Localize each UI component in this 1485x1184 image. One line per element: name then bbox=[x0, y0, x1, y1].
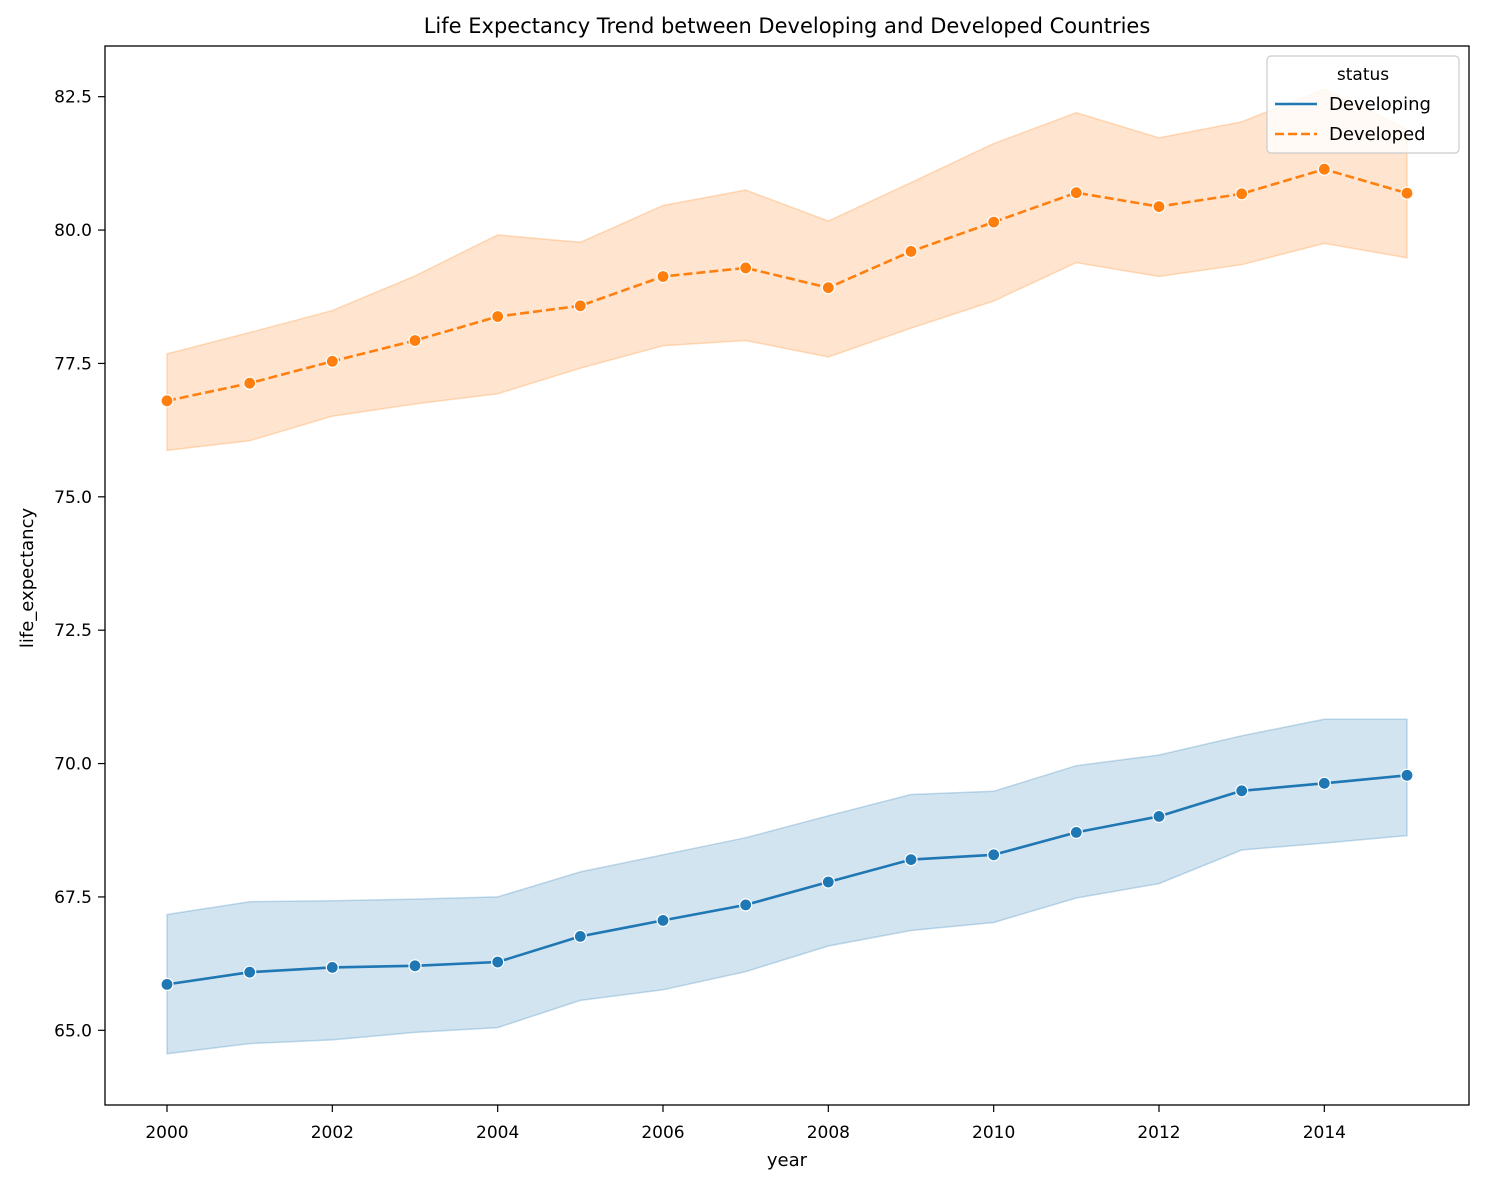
data-point-developing-2007 bbox=[739, 898, 753, 912]
data-point-developing-2006 bbox=[656, 913, 670, 928]
data-point-developing-2015 bbox=[1400, 768, 1414, 782]
x-tick-label: 2014 bbox=[1303, 1123, 1346, 1143]
data-point-developed-2002 bbox=[325, 354, 339, 368]
series-markers bbox=[160, 162, 1414, 992]
data-point-developing-2010 bbox=[987, 848, 1001, 862]
confidence-band-developing bbox=[166, 718, 1408, 1055]
y-axis-label: life_expectancy bbox=[17, 508, 38, 649]
x-tick-label: 2002 bbox=[311, 1123, 354, 1143]
data-point-developing-2012 bbox=[1152, 809, 1166, 824]
x-axis-ticks: 2000 2002 2004 2006 2008 2010 2012 2014 bbox=[145, 1105, 1346, 1143]
y-tick-label: 80.0 bbox=[54, 221, 92, 241]
plot-area-frame bbox=[104, 45, 1470, 1106]
x-tick-label: 2000 bbox=[145, 1123, 188, 1143]
data-point-developed-2009 bbox=[904, 244, 918, 258]
legend-title: status bbox=[1337, 65, 1389, 85]
confidence-band-developed bbox=[166, 88, 1408, 452]
y-tick-label: 75.0 bbox=[54, 488, 92, 508]
y-tick-label: 72.5 bbox=[54, 621, 92, 641]
y-tick-label: 77.5 bbox=[54, 354, 92, 374]
legend: status Developing Developed bbox=[1266, 55, 1460, 154]
data-point-developed-2008 bbox=[821, 281, 835, 295]
y-tick-label: 70.0 bbox=[54, 755, 92, 775]
data-point-developed-2010 bbox=[987, 215, 1001, 229]
data-point-developed-2014 bbox=[1317, 162, 1331, 176]
series-line-developed bbox=[166, 167, 1408, 403]
data-point-developed-2007 bbox=[739, 261, 753, 275]
data-point-developing-2002 bbox=[325, 960, 339, 975]
data-point-developing-2014 bbox=[1317, 776, 1331, 790]
data-point-developing-2008 bbox=[821, 875, 835, 889]
y-tick-label: 82.5 bbox=[54, 88, 92, 108]
y-tick-label: 65.0 bbox=[54, 1021, 92, 1041]
data-point-developed-2004 bbox=[491, 309, 505, 324]
data-point-developed-2003 bbox=[408, 333, 422, 348]
confidence-bands bbox=[166, 88, 1408, 1055]
data-point-developed-2005 bbox=[573, 299, 587, 313]
series-lines bbox=[166, 167, 1408, 986]
legend-label-developing: Developing bbox=[1329, 94, 1431, 115]
data-point-developing-2004 bbox=[491, 955, 505, 969]
data-point-developing-2000 bbox=[160, 977, 174, 992]
data-point-developing-2011 bbox=[1069, 825, 1083, 840]
x-tick-label: 2010 bbox=[972, 1123, 1015, 1143]
x-tick-label: 2012 bbox=[1137, 1123, 1180, 1143]
data-point-developed-2000 bbox=[160, 394, 174, 408]
x-tick-label: 2008 bbox=[807, 1123, 850, 1143]
y-axis-ticks: 65.0 67.5 70.0 72.5 75.0 77.5 80.0 82.5 bbox=[54, 88, 105, 1041]
data-point-developing-2013 bbox=[1235, 784, 1249, 798]
legend-label-developed: Developed bbox=[1329, 124, 1426, 145]
data-point-developing-2003 bbox=[408, 959, 422, 973]
data-point-developing-2005 bbox=[573, 929, 587, 944]
legend-box bbox=[1266, 55, 1460, 154]
y-tick-label: 67.5 bbox=[54, 888, 92, 908]
data-point-developed-2012 bbox=[1152, 200, 1166, 214]
data-point-developed-2001 bbox=[243, 376, 257, 390]
chart-title: Life Expectancy Trend between Developing… bbox=[424, 14, 1151, 38]
data-point-developed-2015 bbox=[1400, 186, 1414, 200]
data-point-developed-2011 bbox=[1069, 186, 1083, 200]
x-tick-label: 2004 bbox=[476, 1123, 519, 1143]
data-point-developing-2009 bbox=[904, 852, 918, 867]
x-tick-label: 2006 bbox=[641, 1123, 684, 1143]
series-line-developing bbox=[166, 774, 1408, 986]
data-point-developing-2001 bbox=[243, 965, 257, 979]
x-axis-label: year bbox=[767, 1150, 808, 1171]
data-point-developed-2013 bbox=[1235, 187, 1249, 201]
data-point-developed-2006 bbox=[656, 269, 670, 284]
